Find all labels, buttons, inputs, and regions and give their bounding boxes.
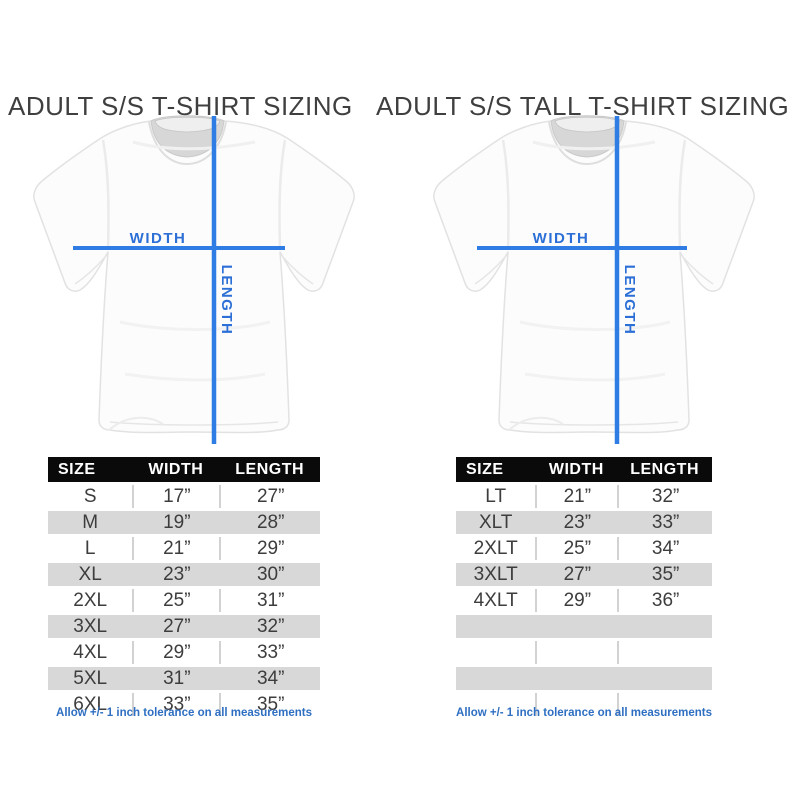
length-cell: 30”	[219, 563, 320, 586]
regular-size-table: SIZE WIDTH LENGTH S 17” 27” M 19” 28” L 21” 29” XL 2…	[48, 454, 320, 719]
column-header: LENGTH	[617, 457, 712, 482]
right-tshirt-diagram: WIDTH LENGTH	[432, 114, 756, 444]
length-label: LENGTH	[621, 265, 638, 336]
length-cell: 36”	[617, 589, 712, 612]
width-cell: 21”	[535, 485, 618, 508]
table-row: 4XL 29” 33”	[48, 641, 320, 664]
length-cell	[617, 615, 712, 638]
length-cell: 34”	[617, 537, 712, 560]
table-row	[456, 641, 712, 664]
length-cell: 33”	[219, 641, 320, 664]
width-cell: 25”	[132, 589, 220, 612]
width-cell	[535, 693, 618, 716]
table-row	[456, 667, 712, 690]
size-cell: 4XLT	[456, 589, 536, 612]
width-cell: 31”	[132, 667, 220, 690]
length-cell: 32”	[219, 615, 320, 638]
table-row: 6XL 33” 35”	[48, 693, 320, 716]
size-cell: S	[48, 485, 133, 508]
size-cell: XL	[48, 563, 133, 586]
column-header: WIDTH	[132, 457, 220, 482]
length-cell	[617, 693, 712, 716]
width-cell	[535, 641, 618, 664]
width-cell: 17”	[132, 485, 220, 508]
table-row: M 19” 28”	[48, 511, 320, 534]
table-row: XL 23” 30”	[48, 563, 320, 586]
table-row: S 17” 27”	[48, 485, 320, 508]
size-cell	[456, 693, 536, 716]
width-cell: 19”	[132, 511, 220, 534]
width-cell: 23”	[132, 563, 220, 586]
size-cell: XLT	[456, 511, 536, 534]
width-cell: 23”	[535, 511, 618, 534]
table-row	[456, 615, 712, 638]
size-cell	[456, 641, 536, 664]
left-tshirt-diagram: WIDTH LENGTH	[32, 114, 356, 444]
width-cell	[535, 615, 618, 638]
table-row: 2XLT 25” 34”	[456, 537, 712, 560]
table-header-row: SIZE WIDTH LENGTH	[48, 457, 320, 482]
tshirt-illustration	[32, 114, 356, 434]
length-cell: 35”	[617, 563, 712, 586]
length-cell: 32”	[617, 485, 712, 508]
size-cell: 6XL	[48, 693, 133, 716]
left-panel-title: ADULT S/S T-SHIRT SIZING	[8, 91, 353, 122]
width-cell: 27”	[132, 615, 220, 638]
column-header: LENGTH	[219, 457, 320, 482]
table-row: 2XL 25” 31”	[48, 589, 320, 612]
size-cell: 2XLT	[456, 537, 536, 560]
size-cell: 4XL	[48, 641, 133, 664]
table-row: L 21” 29”	[48, 537, 320, 560]
size-cell: M	[48, 511, 133, 534]
column-header: SIZE	[48, 457, 133, 482]
width-cell: 27”	[535, 563, 618, 586]
length-cell	[617, 641, 712, 664]
table-row: 4XLT 29” 36”	[456, 589, 712, 612]
width-cell: 33”	[132, 693, 220, 716]
right-tolerance-note: Allow +/- 1 inch tolerance on all measur…	[456, 707, 712, 719]
length-cell: 29”	[219, 537, 320, 560]
left-tolerance-note: Allow +/- 1 inch tolerance on all measur…	[56, 707, 312, 719]
size-cell: LT	[456, 485, 536, 508]
width-cell: 29”	[132, 641, 220, 664]
length-cell: 34”	[219, 667, 320, 690]
width-cell: 25”	[535, 537, 618, 560]
length-label: LENGTH	[218, 265, 235, 336]
table-row	[456, 693, 712, 716]
length-cell: 31”	[219, 589, 320, 612]
table-header-row: SIZE WIDTH LENGTH	[456, 457, 712, 482]
column-header: WIDTH	[535, 457, 618, 482]
table-row: 3XL 27” 32”	[48, 615, 320, 638]
table-row: XLT 23” 33”	[456, 511, 712, 534]
size-cell	[456, 667, 536, 690]
right-panel-title: ADULT S/S TALL T-SHIRT SIZING	[376, 91, 790, 122]
length-cell: 35”	[219, 693, 320, 716]
width-cell	[535, 667, 618, 690]
width-label: WIDTH	[130, 230, 187, 247]
tshirt-illustration	[432, 114, 756, 434]
size-cell: 3XLT	[456, 563, 536, 586]
size-cell: 5XL	[48, 667, 133, 690]
size-cell	[456, 615, 536, 638]
size-cell: L	[48, 537, 133, 560]
column-header: SIZE	[456, 457, 536, 482]
length-cell: 33”	[617, 511, 712, 534]
size-cell: 3XL	[48, 615, 133, 638]
width-label: WIDTH	[533, 230, 590, 247]
table-row: LT 21” 32”	[456, 485, 712, 508]
width-cell: 29”	[535, 589, 618, 612]
width-cell: 21”	[132, 537, 220, 560]
table-row: 3XLT 27” 35”	[456, 563, 712, 586]
size-cell: 2XL	[48, 589, 133, 612]
table-row: 5XL 31” 34”	[48, 667, 320, 690]
length-cell	[617, 667, 712, 690]
length-cell: 28”	[219, 511, 320, 534]
length-cell: 27”	[219, 485, 320, 508]
tall-size-table: SIZE WIDTH LENGTH LT 21” 32” XLT 23” 33” 2XLT 25”…	[456, 454, 712, 719]
